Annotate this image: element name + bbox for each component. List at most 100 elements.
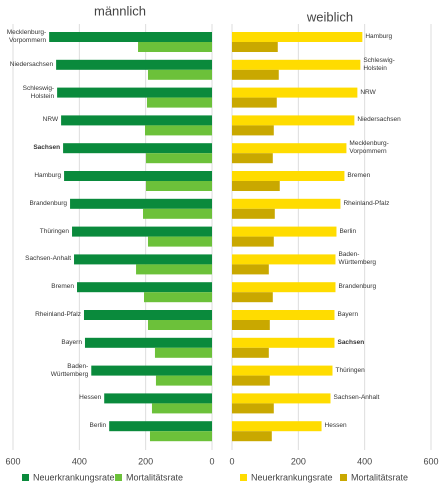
x-tick-label: 0 bbox=[229, 456, 234, 466]
category-label: Bayern bbox=[61, 338, 82, 346]
legend-label: Neuerkrankungsrate bbox=[33, 472, 115, 482]
bar bbox=[232, 87, 358, 98]
bar bbox=[104, 393, 212, 404]
bar bbox=[232, 208, 275, 219]
category-label: Sachsen-Anhalt bbox=[25, 255, 72, 263]
legend-label: Mortalitätsrate bbox=[351, 472, 408, 482]
bar bbox=[232, 403, 274, 414]
bar bbox=[232, 143, 347, 154]
bar bbox=[151, 403, 212, 414]
bar bbox=[144, 292, 212, 303]
bar bbox=[232, 347, 269, 358]
x-tick-label: 200 bbox=[291, 456, 306, 466]
category-label: Sachsen bbox=[337, 338, 365, 346]
bar bbox=[232, 42, 278, 52]
legend-label: Neuerkrankungsrate bbox=[251, 472, 333, 482]
x-tick-label: 400 bbox=[72, 456, 87, 466]
category-label: Rheinland-Pfalz bbox=[35, 311, 81, 318]
bar bbox=[155, 375, 212, 386]
legend-swatch bbox=[22, 474, 29, 481]
bar bbox=[145, 125, 212, 136]
bar bbox=[232, 320, 270, 330]
category-label: Thüringen bbox=[335, 366, 365, 374]
chart-title: männlich bbox=[94, 3, 146, 18]
category-label: Hessen bbox=[79, 394, 102, 402]
bar bbox=[232, 32, 363, 42]
category-label: Brandenburg bbox=[338, 283, 377, 291]
bar bbox=[56, 59, 212, 70]
bar bbox=[146, 97, 212, 108]
category-label: Berlin bbox=[339, 227, 357, 235]
category-label: Hessen bbox=[324, 422, 347, 430]
bar bbox=[147, 69, 212, 80]
bar bbox=[70, 198, 213, 209]
category-label: Thüringen bbox=[39, 227, 70, 235]
category-label: Mecklenburg-Vorpommern bbox=[6, 29, 47, 44]
bar bbox=[149, 431, 212, 442]
bar bbox=[72, 226, 212, 237]
bar bbox=[232, 125, 274, 136]
bar bbox=[232, 337, 335, 348]
bar bbox=[154, 347, 212, 358]
bar bbox=[232, 226, 337, 237]
bar bbox=[64, 171, 213, 181]
bar bbox=[232, 282, 336, 293]
bar bbox=[232, 421, 322, 432]
bar bbox=[232, 254, 336, 265]
bar bbox=[49, 32, 212, 42]
bar bbox=[232, 181, 280, 191]
bar bbox=[232, 171, 345, 181]
x-tick-label: 600 bbox=[5, 456, 20, 466]
bar bbox=[136, 264, 212, 275]
category-label: Hamburg bbox=[365, 33, 393, 40]
bar bbox=[232, 393, 331, 404]
bar bbox=[232, 69, 279, 80]
category-label: NRW bbox=[360, 88, 376, 96]
category-label: Bremen bbox=[51, 283, 74, 291]
legend-swatch bbox=[115, 474, 122, 481]
bar bbox=[232, 59, 361, 70]
bar bbox=[232, 198, 341, 209]
bar bbox=[147, 236, 212, 247]
bar bbox=[83, 310, 212, 320]
x-tick-label: 600 bbox=[423, 456, 438, 466]
category-label: Schleswig-Holstein bbox=[22, 84, 55, 100]
category-label: Schleswig-Holstein bbox=[363, 56, 395, 72]
bar bbox=[84, 337, 212, 348]
bar bbox=[74, 254, 212, 265]
bar bbox=[232, 236, 274, 247]
x-tick-label: 200 bbox=[138, 456, 153, 466]
bar bbox=[61, 115, 212, 126]
category-label: Berlin bbox=[89, 422, 107, 430]
category-label: Rheinland-Pfalz bbox=[343, 199, 390, 207]
bar bbox=[145, 181, 212, 191]
category-label: Brandenburg bbox=[29, 199, 68, 207]
bar bbox=[109, 421, 212, 432]
bar bbox=[232, 365, 333, 376]
x-tick-label: 400 bbox=[357, 456, 372, 466]
category-label: Hamburg bbox=[34, 172, 62, 179]
legend-label: Mortalitätsrate bbox=[126, 472, 183, 482]
category-label: Bayern bbox=[337, 311, 359, 318]
bar bbox=[77, 282, 213, 293]
bar bbox=[232, 264, 269, 275]
legend-swatch bbox=[240, 474, 247, 481]
bar bbox=[91, 365, 212, 376]
legend-swatch bbox=[340, 474, 347, 481]
category-label: Mecklenburg-Vorpommern bbox=[349, 140, 389, 156]
bar bbox=[57, 87, 213, 98]
category-label: Baden-Württemberg bbox=[338, 251, 377, 267]
category-label: Niedersachsen bbox=[9, 60, 54, 68]
bar bbox=[143, 208, 212, 219]
bar bbox=[145, 153, 212, 164]
category-label: Bremen bbox=[347, 172, 371, 179]
bar bbox=[147, 320, 212, 330]
bar bbox=[138, 42, 212, 52]
bar bbox=[232, 153, 273, 164]
category-label: Sachsen bbox=[33, 144, 61, 152]
bar bbox=[232, 292, 273, 303]
bar bbox=[232, 115, 355, 126]
category-label: NRW bbox=[42, 116, 59, 124]
